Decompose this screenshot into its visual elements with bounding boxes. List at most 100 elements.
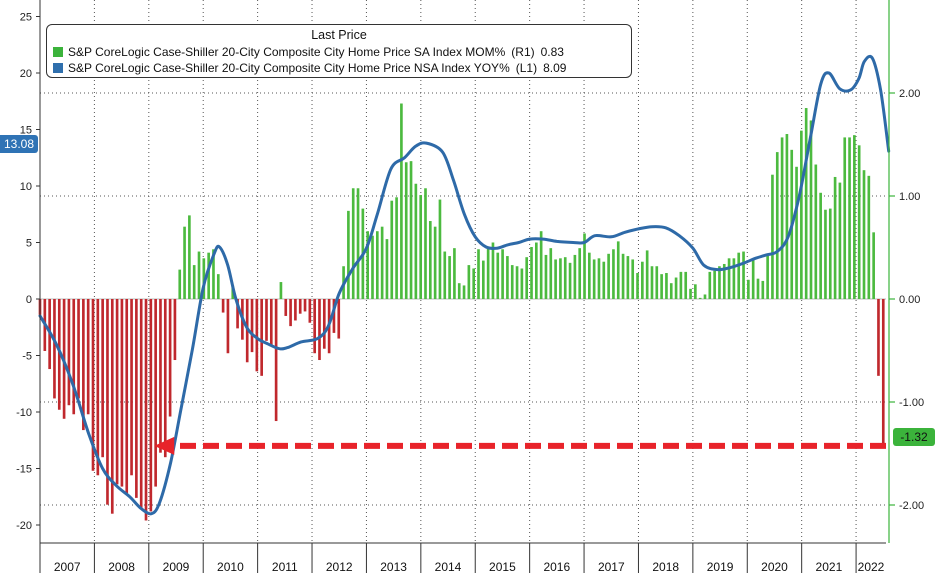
left-tick-label: 25 [20, 12, 32, 24]
mom-bar [313, 299, 316, 354]
mom-bar [101, 299, 104, 458]
legend-yoy-name: S&P CoreLogic Case-Shiller 20-City Compo… [68, 61, 510, 75]
mom-bar [616, 241, 620, 299]
mom-bar [294, 299, 297, 321]
mom-bar [809, 120, 813, 300]
mom-bar [443, 251, 447, 299]
mom-bar [125, 299, 129, 494]
mom-bar [621, 253, 625, 299]
mom-bar [501, 249, 504, 299]
mom-bar [236, 299, 239, 329]
mom-bar [269, 299, 273, 346]
x-axis: 2007 2008 2009 2010 2011 2012 2013 2014 2015 2016… [39, 542, 886, 574]
mom-bar [57, 299, 61, 410]
mom-bar [183, 226, 186, 299]
mom-bar [438, 199, 442, 299]
left-tick-label: 15 [20, 125, 32, 137]
mom-bar [698, 297, 702, 299]
mom-bar [86, 299, 90, 415]
left-axis: 25 20 15 10 5 0 -5 -10 -15 -20 [16, 0, 41, 543]
x-year-label: 2009 [163, 560, 190, 574]
dashed-arrow-annotation [154, 436, 886, 455]
left-tick-label: 20 [20, 68, 32, 80]
legend-item-yoy: S&P CoreLogic Case-Shiller 20-City Compo… [53, 60, 625, 76]
left-tick-label: -15 [16, 464, 32, 476]
legend-mom-axis: (R1) [511, 45, 535, 59]
mom-bar [607, 253, 610, 299]
legend-swatch-green [53, 47, 63, 57]
mom-bar [332, 299, 336, 333]
mom-bar [53, 299, 56, 399]
mom-bar [482, 260, 485, 299]
yoy-line [38, 54, 891, 516]
mom-bar [496, 252, 500, 299]
mom-bar [814, 164, 818, 299]
mom-bar [371, 235, 374, 299]
legend-yoy-last: 8.09 [543, 61, 567, 75]
mom-bar [139, 299, 143, 510]
mom-bar [718, 266, 721, 299]
mom-bar [824, 209, 827, 299]
mom-bar [775, 152, 779, 299]
mom-bar [544, 254, 548, 299]
left-tick-label: 5 [26, 238, 32, 250]
mom-bar [77, 299, 80, 399]
right-tick-label: -2.00 [899, 500, 924, 512]
mom-bar [462, 285, 466, 299]
mom-bar [149, 299, 153, 512]
mom-bar [636, 273, 639, 299]
mom-bar [221, 299, 225, 313]
mom-bar [713, 270, 716, 299]
mom-bar [554, 259, 557, 299]
legend-mom-last: 0.83 [540, 45, 564, 59]
mom-bar [862, 170, 866, 299]
mom-bar [867, 175, 871, 299]
mom-bar [260, 299, 263, 376]
mom-bar [216, 274, 220, 299]
mom-bar [872, 232, 875, 299]
mom-bar [390, 200, 394, 299]
mom-bar [612, 249, 615, 299]
mom-bar [722, 263, 726, 299]
mom-bar [525, 257, 529, 299]
mom-bar [173, 299, 177, 361]
mom-bar [689, 288, 692, 299]
mom-bar [751, 258, 755, 299]
mom-bar [819, 192, 822, 299]
mom-bar [491, 242, 495, 299]
mom-bar [130, 299, 133, 476]
mom-bar [515, 266, 519, 299]
arrow-head [154, 436, 175, 455]
legend-yoy-axis: (L1) [515, 61, 538, 75]
mom-bar [467, 265, 471, 299]
x-year-label: 2022 [858, 560, 885, 574]
mom-bar [881, 299, 885, 444]
x-year-label: 2019 [707, 560, 734, 574]
mom-bar [385, 239, 389, 299]
mom-bar [197, 251, 201, 299]
mom-bar [737, 252, 741, 299]
mom-bar [828, 208, 832, 299]
mom-bar [708, 271, 712, 299]
mom-bar [592, 259, 596, 299]
mom-bar [212, 249, 215, 299]
mom-bar [549, 248, 553, 299]
left-tick-label: -5 [22, 351, 32, 363]
mom-bar [279, 282, 283, 299]
left-tick-label: 0 [26, 294, 32, 306]
mom-bar [795, 166, 798, 299]
mom-bar [375, 231, 379, 299]
mom-bar [530, 247, 533, 299]
mom-bar [82, 299, 85, 431]
mom-bar [453, 248, 456, 299]
mom-bar [800, 130, 803, 299]
mom-bar [539, 231, 543, 299]
x-year-label: 2014 [435, 560, 462, 574]
mom-bar [626, 256, 630, 299]
mom-bar [853, 135, 856, 299]
mom-bar [756, 278, 760, 299]
mom-bar [274, 299, 278, 422]
legend: Last Price S&P CoreLogic Case-Shiller 20… [46, 24, 632, 78]
mom-bar [732, 258, 736, 299]
mom-bar [573, 254, 577, 299]
